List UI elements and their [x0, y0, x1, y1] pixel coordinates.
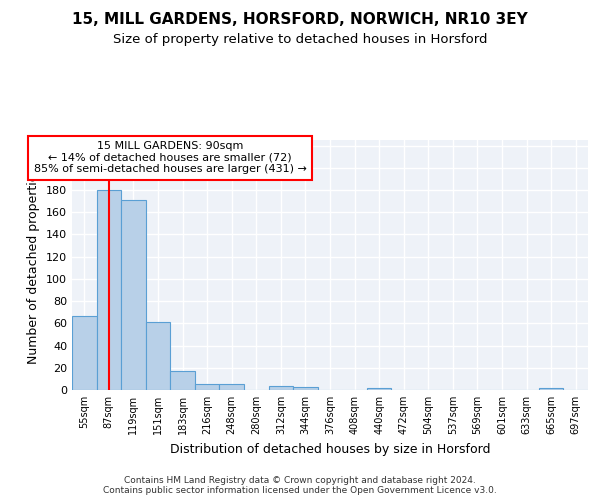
Text: 15, MILL GARDENS, HORSFORD, NORWICH, NR10 3EY: 15, MILL GARDENS, HORSFORD, NORWICH, NR1…: [72, 12, 528, 28]
Bar: [269, 386, 293, 390]
Y-axis label: Number of detached properties: Number of detached properties: [28, 166, 40, 364]
Bar: [146, 322, 170, 390]
Bar: [539, 388, 563, 390]
Bar: [367, 388, 391, 390]
Text: Contains HM Land Registry data © Crown copyright and database right 2024.
Contai: Contains HM Land Registry data © Crown c…: [103, 476, 497, 495]
X-axis label: Distribution of detached houses by size in Horsford: Distribution of detached houses by size …: [170, 442, 490, 456]
Bar: [72, 316, 97, 390]
Text: Size of property relative to detached houses in Horsford: Size of property relative to detached ho…: [113, 32, 487, 46]
Bar: [195, 384, 220, 390]
Bar: [293, 386, 318, 390]
Bar: [220, 384, 244, 390]
Text: 15 MILL GARDENS: 90sqm
← 14% of detached houses are smaller (72)
85% of semi-det: 15 MILL GARDENS: 90sqm ← 14% of detached…: [34, 141, 307, 174]
Bar: [121, 200, 146, 390]
Bar: [97, 190, 121, 390]
Bar: [170, 371, 195, 390]
